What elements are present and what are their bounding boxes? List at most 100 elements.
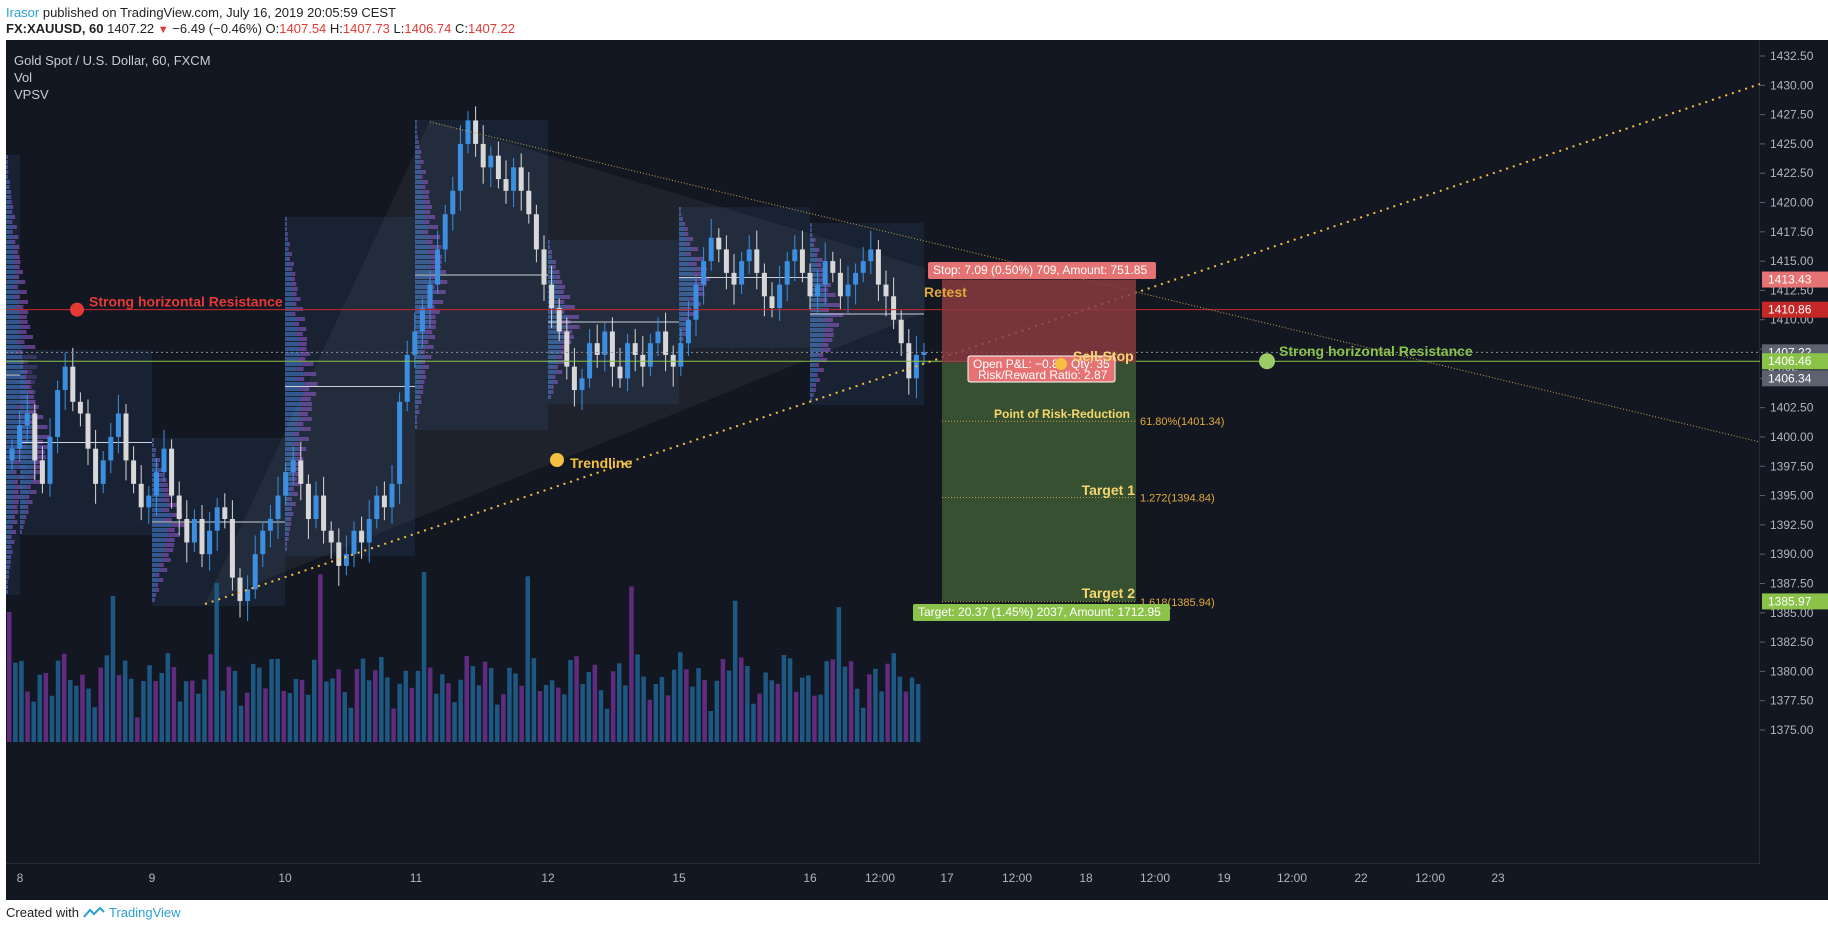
profile-bar-up bbox=[285, 412, 299, 416]
profile-bar-up bbox=[285, 282, 292, 286]
profile-bar-down bbox=[33, 470, 43, 474]
profile-bar-down bbox=[423, 195, 429, 199]
tradingview-link[interactable]: TradingView bbox=[108, 905, 181, 920]
profile-bar-down bbox=[823, 328, 834, 332]
profile-bar-down bbox=[818, 368, 824, 372]
volume-bar bbox=[562, 694, 567, 742]
candle-body bbox=[746, 249, 752, 262]
volume-bar bbox=[153, 681, 158, 742]
profile-bar-up bbox=[152, 583, 156, 587]
chart-legend: Gold Spot / U.S. Dollar, 60, FXCM Vol VP… bbox=[14, 52, 211, 103]
volume-bar bbox=[68, 680, 73, 742]
profile-bar-down bbox=[552, 265, 556, 269]
profile-bar-down bbox=[428, 225, 438, 229]
profile-bar-up bbox=[810, 273, 820, 277]
profile-bar-down bbox=[551, 390, 554, 394]
profile-bar-down bbox=[419, 175, 423, 179]
pnl-label: Open P&L: −0.8 bbox=[973, 357, 1059, 371]
profile-bar-down bbox=[7, 170, 9, 174]
volume-bar bbox=[403, 670, 408, 742]
time-axis[interactable] bbox=[6, 864, 1760, 900]
profile-bar-down bbox=[429, 310, 440, 314]
price-chart[interactable]: 61.80%(1401.34)1.272(1394.84)1.618(1385.… bbox=[0, 40, 1828, 900]
candle-body bbox=[731, 272, 737, 285]
x-tick-label: 10 bbox=[278, 871, 292, 885]
profile-bar-up bbox=[6, 155, 8, 159]
profile-bar-down bbox=[9, 525, 13, 529]
candle-body bbox=[85, 413, 91, 449]
legend-vpsv[interactable]: VPSV bbox=[14, 87, 49, 102]
profile-bar-down bbox=[298, 337, 307, 341]
profile-bar-up bbox=[679, 282, 696, 286]
profile-bar-down bbox=[28, 395, 35, 399]
profile-bar-down bbox=[425, 205, 433, 209]
volume-bar bbox=[769, 680, 774, 742]
candle-body bbox=[708, 237, 714, 262]
profile-bar-down bbox=[9, 535, 12, 539]
profile-bar-up bbox=[548, 310, 558, 314]
profile-bar-down bbox=[552, 375, 556, 379]
profile-bar-down bbox=[22, 360, 24, 364]
profile-bar-up bbox=[20, 375, 24, 379]
x-tick-label: 15 bbox=[672, 871, 686, 885]
profile-bar-down bbox=[29, 475, 36, 479]
profile-bar-up bbox=[20, 465, 33, 469]
price-axis[interactable] bbox=[1760, 40, 1828, 900]
profile-bar-up bbox=[6, 585, 8, 589]
profile-bar-down bbox=[16, 350, 24, 354]
candle-body bbox=[32, 413, 38, 461]
fib-label: 1.272(1394.84) bbox=[1140, 492, 1215, 504]
legend-vol[interactable]: Vol bbox=[14, 70, 33, 85]
profile-bar-up bbox=[548, 330, 563, 334]
profile-bar-up bbox=[20, 395, 29, 399]
profile-bar-down bbox=[421, 370, 426, 374]
volume-bar bbox=[446, 683, 451, 742]
target-label-box bbox=[913, 604, 1170, 621]
profile-bar-up bbox=[679, 262, 690, 266]
candle-body bbox=[875, 249, 881, 285]
candle-body bbox=[526, 190, 532, 215]
profile-bar-down bbox=[14, 265, 20, 269]
candle-body bbox=[693, 284, 699, 320]
profile-bar-up bbox=[152, 558, 164, 562]
volume-bar bbox=[800, 677, 805, 742]
profile-bar-up bbox=[6, 400, 24, 404]
candle-body bbox=[518, 167, 524, 191]
profile-bar-down bbox=[164, 493, 173, 497]
author-link[interactable]: Irasor bbox=[6, 5, 40, 20]
profile-bar-down bbox=[22, 525, 24, 529]
profile-bar-down bbox=[17, 340, 25, 344]
candle-body bbox=[853, 272, 859, 285]
profile-bar-up bbox=[415, 280, 435, 284]
profile-bar-down bbox=[422, 180, 428, 184]
profile-bar-up bbox=[6, 275, 14, 279]
profile-bar-up bbox=[6, 390, 24, 394]
profile-bar-up bbox=[20, 495, 26, 499]
profile-bar-up bbox=[6, 460, 15, 464]
candle-body bbox=[184, 519, 190, 543]
profile-bar-up bbox=[810, 333, 825, 337]
profile-bar-down bbox=[288, 517, 292, 521]
candle-body bbox=[678, 343, 684, 367]
profile-bar-down bbox=[298, 412, 308, 416]
price-badge-label: 1410.86 bbox=[1768, 303, 1812, 317]
profile-bar-up bbox=[415, 385, 420, 389]
candle-body bbox=[663, 331, 669, 355]
profile-bar-up bbox=[6, 510, 14, 514]
profile-bar-up bbox=[415, 270, 434, 274]
profile-bar-up bbox=[679, 327, 684, 331]
profile-bar-up bbox=[20, 380, 27, 384]
volume-bar bbox=[43, 672, 49, 742]
profile-bar-up bbox=[285, 252, 290, 256]
profile-bar-down bbox=[9, 220, 13, 224]
profile-bar-up bbox=[152, 443, 154, 447]
profile-bar-up bbox=[810, 278, 821, 282]
profile-bar-down bbox=[13, 245, 20, 249]
profile-bar-up bbox=[415, 400, 419, 404]
profile-bar-up bbox=[810, 238, 814, 242]
profile-bar-up bbox=[6, 530, 13, 534]
profile-bar-up bbox=[285, 532, 288, 536]
profile-bar-down bbox=[16, 270, 23, 274]
volume-bar bbox=[427, 667, 433, 742]
profile-bar-down bbox=[421, 360, 426, 364]
